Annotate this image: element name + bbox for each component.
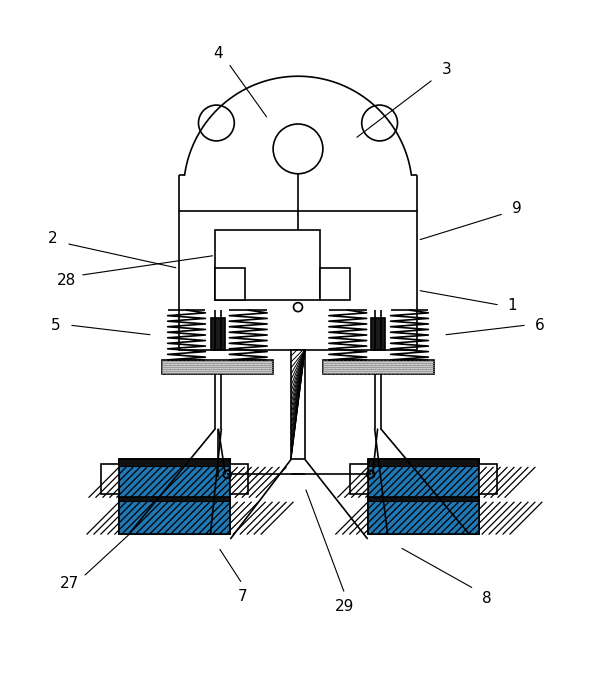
Bar: [119, 460, 230, 534]
Bar: [368, 467, 479, 497]
Bar: [212, 318, 225, 350]
Bar: [101, 464, 119, 494]
Text: 9: 9: [512, 201, 522, 216]
Text: 8: 8: [482, 592, 492, 606]
Bar: [215, 269, 245, 300]
Bar: [291, 350, 305, 460]
Bar: [119, 502, 230, 534]
Text: 4: 4: [213, 46, 223, 61]
Bar: [119, 502, 230, 534]
Text: 6: 6: [535, 318, 545, 332]
Bar: [119, 467, 230, 497]
Text: 27: 27: [60, 576, 79, 592]
Text: 5: 5: [51, 318, 61, 332]
Bar: [368, 460, 479, 534]
Bar: [119, 497, 230, 502]
Bar: [371, 318, 384, 350]
Bar: [215, 230, 320, 300]
Text: 29: 29: [335, 599, 355, 614]
Bar: [368, 502, 479, 534]
Text: 7: 7: [237, 590, 247, 604]
Bar: [368, 460, 479, 467]
Bar: [368, 467, 479, 497]
Bar: [119, 467, 230, 497]
Bar: [320, 269, 350, 300]
Bar: [230, 464, 248, 494]
Text: 2: 2: [48, 231, 58, 246]
Text: 28: 28: [57, 273, 76, 288]
Text: 3: 3: [442, 62, 451, 77]
Bar: [119, 460, 230, 467]
Text: 1: 1: [507, 297, 517, 313]
Bar: [479, 464, 497, 494]
Bar: [368, 497, 479, 502]
Bar: [162, 360, 273, 374]
Bar: [179, 211, 417, 350]
Bar: [323, 360, 434, 374]
Bar: [368, 502, 479, 534]
Bar: [350, 464, 368, 494]
